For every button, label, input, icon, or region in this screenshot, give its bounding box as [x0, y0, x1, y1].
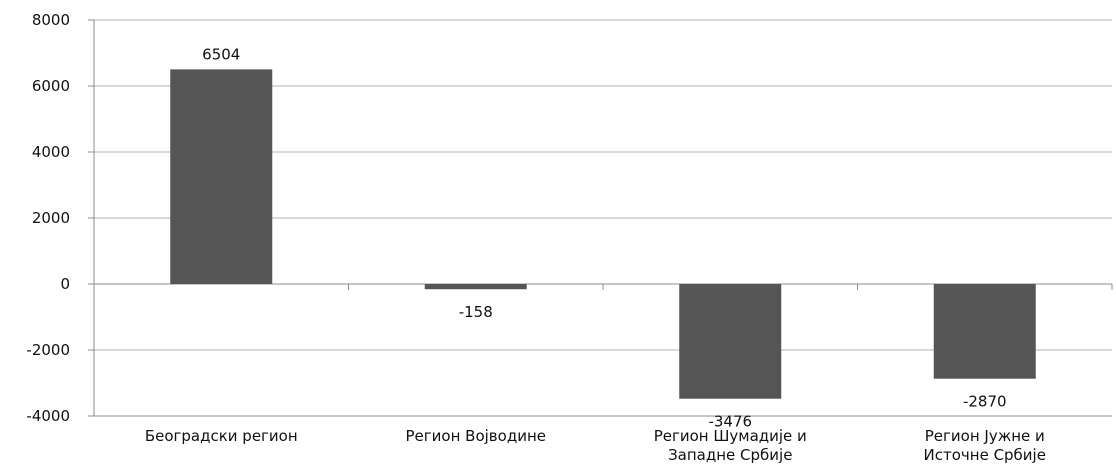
category-label: Регион Јужне и: [925, 427, 1045, 445]
data-label: -3476: [708, 413, 752, 431]
y-tick-label: 8000: [32, 11, 70, 29]
y-tick-label: -2000: [26, 341, 70, 359]
category-label: Регион Шумадије и: [654, 427, 807, 445]
bars: [170, 69, 1036, 399]
data-label: -2870: [963, 393, 1007, 411]
bar: [933, 284, 1036, 379]
bar: [679, 284, 782, 399]
category-label: Регион Војводине: [406, 427, 546, 445]
category-label: Источне Србије: [924, 446, 1046, 464]
category-label: Западне Србије: [668, 446, 792, 464]
y-tick-label: -4000: [26, 407, 70, 425]
y-tick-label: 2000: [32, 209, 70, 227]
y-tick-label: 0: [60, 275, 70, 293]
data-label: -158: [459, 303, 493, 321]
category-label: Београдски регион: [145, 427, 298, 445]
labels: 8000 6000 4000 2000 0 -2000 -4000 6504 Београдск…: [26, 11, 1046, 464]
bar: [170, 69, 273, 284]
bar: [424, 284, 527, 290]
y-tick-label: 4000: [32, 143, 70, 161]
y-tick-label: 6000: [32, 77, 70, 95]
data-label: 6504: [202, 45, 240, 63]
